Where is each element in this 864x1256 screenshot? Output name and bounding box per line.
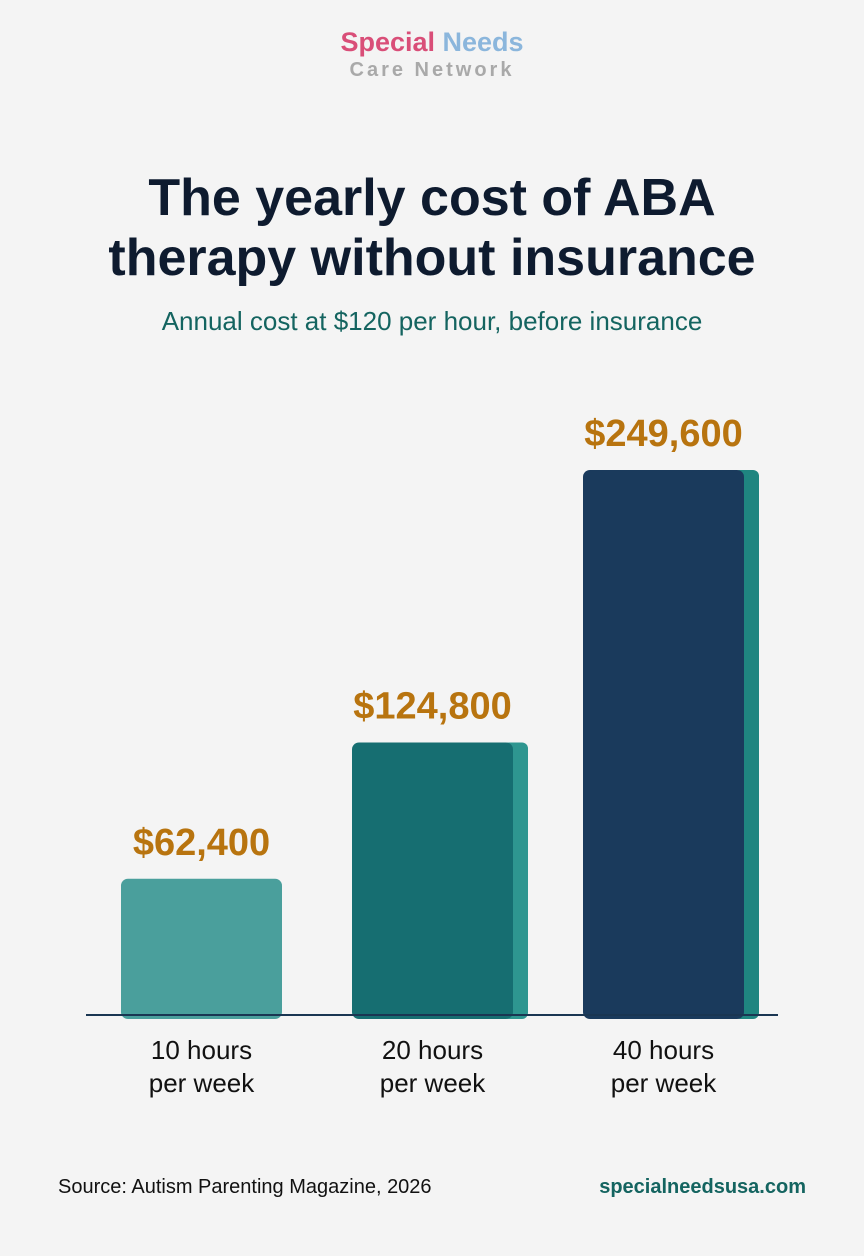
brand-tagline: Care Network bbox=[349, 59, 515, 81]
brand-name-needs: Needs bbox=[442, 27, 524, 57]
chart-title: The yearly cost of ABA therapy without i… bbox=[108, 169, 756, 287]
category-label-2-line-1: 20 hours bbox=[382, 1035, 483, 1065]
value-label-2: $124,800 bbox=[353, 686, 512, 728]
category-label-3-line-1: 40 hours bbox=[613, 1035, 714, 1065]
website-link[interactable]: specialneedsusa.com bbox=[599, 1176, 806, 1198]
category-label-1-line-1: 10 hours bbox=[151, 1035, 252, 1065]
chart-subtitle: Annual cost at $120 per hour, before ins… bbox=[161, 306, 703, 336]
source-note: Source: Autism Parenting Magazine, 2026 bbox=[58, 1176, 432, 1198]
brand-logo: Special Needs Care Network bbox=[0, 26, 864, 82]
category-label-1-line-2: per week bbox=[149, 1068, 255, 1098]
brand-name: Special Needs bbox=[0, 26, 864, 58]
category-label-3-line-2: per week bbox=[611, 1068, 717, 1098]
brand-name-special: Special bbox=[340, 27, 435, 57]
value-label-3: $249,600 bbox=[584, 413, 743, 455]
category-label-2-line-2: per week bbox=[380, 1068, 486, 1098]
bar-2 bbox=[352, 742, 513, 1019]
bar-1 bbox=[121, 878, 282, 1019]
bar-3 bbox=[583, 470, 744, 1019]
value-label-1: $62,400 bbox=[133, 822, 270, 864]
